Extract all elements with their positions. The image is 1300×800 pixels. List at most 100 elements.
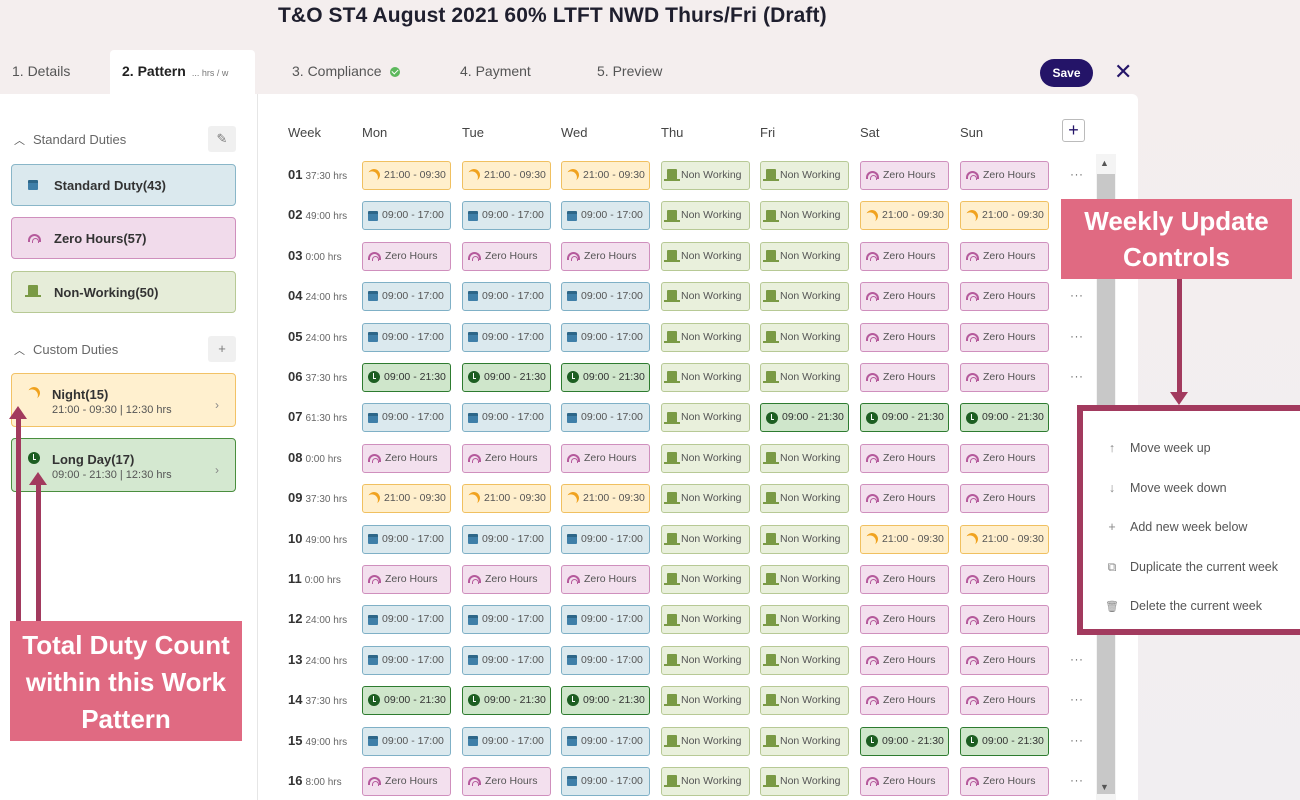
duty-cell[interactable]: Zero Hours — [860, 443, 949, 473]
duty-cell[interactable]: Zero Hours — [860, 322, 949, 352]
duty-cell[interactable]: 09:00 - 17:00 — [462, 322, 551, 352]
duty-cell[interactable]: Non Working — [760, 241, 849, 271]
duty-cell[interactable]: 09:00 - 21:30 — [760, 403, 849, 433]
duty-cell[interactable]: Zero Hours — [860, 645, 949, 675]
duty-cell[interactable]: Non Working — [661, 443, 750, 473]
duty-cell[interactable]: Non Working — [661, 322, 750, 352]
duty-cell[interactable]: 21:00 - 09:30 — [561, 484, 650, 514]
duty-cell[interactable]: Non Working — [661, 565, 750, 594]
duty-cell[interactable]: Zero Hours — [362, 443, 451, 473]
duty-cell[interactable]: 09:00 - 21:30 — [561, 686, 650, 716]
tab-compliance[interactable]: 3. Compliance — [292, 50, 400, 94]
night-duty-card[interactable]: Night(15) 21:00 - 09:30 | 12:30 hrs › — [11, 373, 236, 427]
duty-cell[interactable]: 09:00 - 17:00 — [462, 403, 551, 433]
duty-cell[interactable]: 09:00 - 21:30 — [362, 363, 451, 392]
duty-cell[interactable]: Non Working — [760, 201, 849, 231]
duty-cell[interactable]: Zero Hours — [960, 767, 1049, 796]
duty-cell[interactable]: Zero Hours — [860, 484, 949, 514]
duty-cell[interactable]: Non Working — [661, 524, 750, 554]
duty-cell[interactable]: Non Working — [760, 645, 849, 675]
duty-cell[interactable]: Non Working — [661, 161, 750, 190]
delete-week-item[interactable]: 🗑 Delete the current week — [1105, 599, 1263, 613]
duty-cell[interactable]: 09:00 - 21:30 — [362, 686, 451, 716]
add-custom-duty-button[interactable]: + — [208, 336, 236, 362]
duty-cell[interactable]: Zero Hours — [960, 645, 1049, 675]
duty-cell[interactable]: 21:00 - 09:30 — [860, 201, 949, 231]
duty-cell[interactable]: Non Working — [760, 363, 849, 392]
duty-cell[interactable]: Zero Hours — [860, 363, 949, 392]
duty-cell[interactable]: Non Working — [661, 686, 750, 716]
duty-cell[interactable]: Zero Hours — [860, 767, 949, 796]
duty-cell[interactable]: Non Working — [760, 605, 849, 635]
tab-preview[interactable]: 5. Preview — [597, 63, 663, 79]
duty-cell[interactable]: 21:00 - 09:30 — [561, 161, 650, 190]
duty-cell[interactable]: 09:00 - 17:00 — [561, 726, 650, 756]
week-more-button[interactable]: ··· — [1070, 651, 1084, 666]
duty-cell[interactable]: 09:00 - 21:30 — [462, 686, 551, 716]
add-week-button[interactable]: + — [1062, 119, 1085, 142]
week-more-button[interactable]: ··· — [1070, 167, 1084, 181]
duty-cell[interactable]: 09:00 - 21:30 — [960, 403, 1049, 433]
duty-cell[interactable]: Zero Hours — [860, 565, 949, 594]
duty-cell[interactable]: 21:00 - 09:30 — [960, 201, 1049, 231]
week-more-button[interactable]: ··· — [1070, 692, 1084, 707]
duty-cell[interactable]: 21:00 - 09:30 — [960, 524, 1049, 554]
standard-duties-heading[interactable]: ︿ Standard Duties — [14, 132, 127, 147]
duty-cell[interactable]: Non Working — [760, 767, 849, 796]
duty-cell[interactable]: Non Working — [760, 443, 849, 473]
long-day-duty-card[interactable]: Long Day(17) 09:00 - 21:30 | 12:30 hrs › — [11, 438, 236, 492]
duty-cell[interactable]: Non Working — [760, 484, 849, 514]
duty-cell[interactable]: Non Working — [760, 524, 849, 554]
duty-cell[interactable]: 09:00 - 17:00 — [561, 322, 650, 352]
duty-cell[interactable]: Non Working — [661, 726, 750, 756]
duty-cell[interactable]: Non Working — [661, 767, 750, 796]
duty-cell[interactable]: 09:00 - 21:30 — [860, 726, 949, 756]
duty-cell[interactable]: 09:00 - 17:00 — [462, 201, 551, 231]
duty-cell[interactable]: 09:00 - 17:00 — [362, 322, 451, 352]
duty-cell[interactable]: Zero Hours — [362, 767, 451, 796]
tab-pattern[interactable]: 2. Pattern... hrs / w — [110, 50, 255, 94]
duty-cell[interactable]: Zero Hours — [960, 322, 1049, 352]
edit-standard-duties-button[interactable]: ✎ — [208, 126, 236, 152]
duty-cell[interactable]: Zero Hours — [561, 443, 650, 473]
duty-cell[interactable]: Zero Hours — [860, 605, 949, 635]
duty-cell[interactable]: 21:00 - 09:30 — [462, 484, 551, 514]
duty-cell[interactable]: 21:00 - 09:30 — [860, 524, 949, 554]
duty-cell[interactable]: 09:00 - 17:00 — [362, 524, 451, 554]
week-more-button[interactable]: ··· — [1070, 369, 1084, 383]
duty-cell[interactable]: Zero Hours — [860, 161, 949, 190]
duty-cell[interactable]: Non Working — [760, 686, 849, 716]
duty-cell[interactable]: Non Working — [760, 565, 849, 594]
move-week-down-item[interactable]: ↓ Move week down — [1105, 481, 1227, 495]
duty-cell[interactable]: Non Working — [661, 282, 750, 312]
duty-cell[interactable]: Non Working — [760, 322, 849, 352]
duty-cell[interactable]: Zero Hours — [561, 565, 650, 594]
duty-cell[interactable]: Zero Hours — [462, 241, 551, 271]
duty-cell[interactable]: Zero Hours — [462, 565, 551, 594]
duty-cell[interactable]: Zero Hours — [462, 767, 551, 796]
duty-cell[interactable]: Zero Hours — [362, 241, 451, 271]
duty-cell[interactable]: 09:00 - 17:00 — [362, 726, 451, 756]
duty-cell[interactable]: 09:00 - 17:00 — [561, 282, 650, 312]
duty-cell[interactable]: Non Working — [661, 484, 750, 514]
duty-cell[interactable]: Zero Hours — [960, 161, 1049, 190]
duty-cell[interactable]: 09:00 - 17:00 — [462, 726, 551, 756]
duty-cell[interactable]: Zero Hours — [960, 363, 1049, 392]
week-more-button[interactable]: ··· — [1070, 773, 1084, 787]
duty-cell[interactable]: Non Working — [760, 726, 849, 756]
non-working-card[interactable]: Non-Working(50) — [11, 271, 236, 313]
duty-cell[interactable]: Zero Hours — [860, 241, 949, 271]
week-more-button[interactable]: ··· — [1070, 288, 1084, 303]
duty-cell[interactable]: Zero Hours — [960, 605, 1049, 635]
duty-cell[interactable]: 21:00 - 09:30 — [462, 161, 551, 190]
week-more-button[interactable]: ··· — [1070, 328, 1084, 343]
duty-cell[interactable]: Zero Hours — [960, 241, 1049, 271]
duty-cell[interactable]: 09:00 - 21:30 — [860, 403, 949, 433]
duty-cell[interactable]: Non Working — [661, 645, 750, 675]
duty-cell[interactable]: 09:00 - 17:00 — [561, 605, 650, 635]
tab-details[interactable]: 1. Details — [12, 63, 71, 79]
duty-cell[interactable]: 09:00 - 17:00 — [561, 645, 650, 675]
duty-cell[interactable]: 09:00 - 17:00 — [462, 282, 551, 312]
duty-cell[interactable]: 09:00 - 17:00 — [362, 282, 451, 312]
duty-cell[interactable]: 09:00 - 17:00 — [561, 201, 650, 231]
